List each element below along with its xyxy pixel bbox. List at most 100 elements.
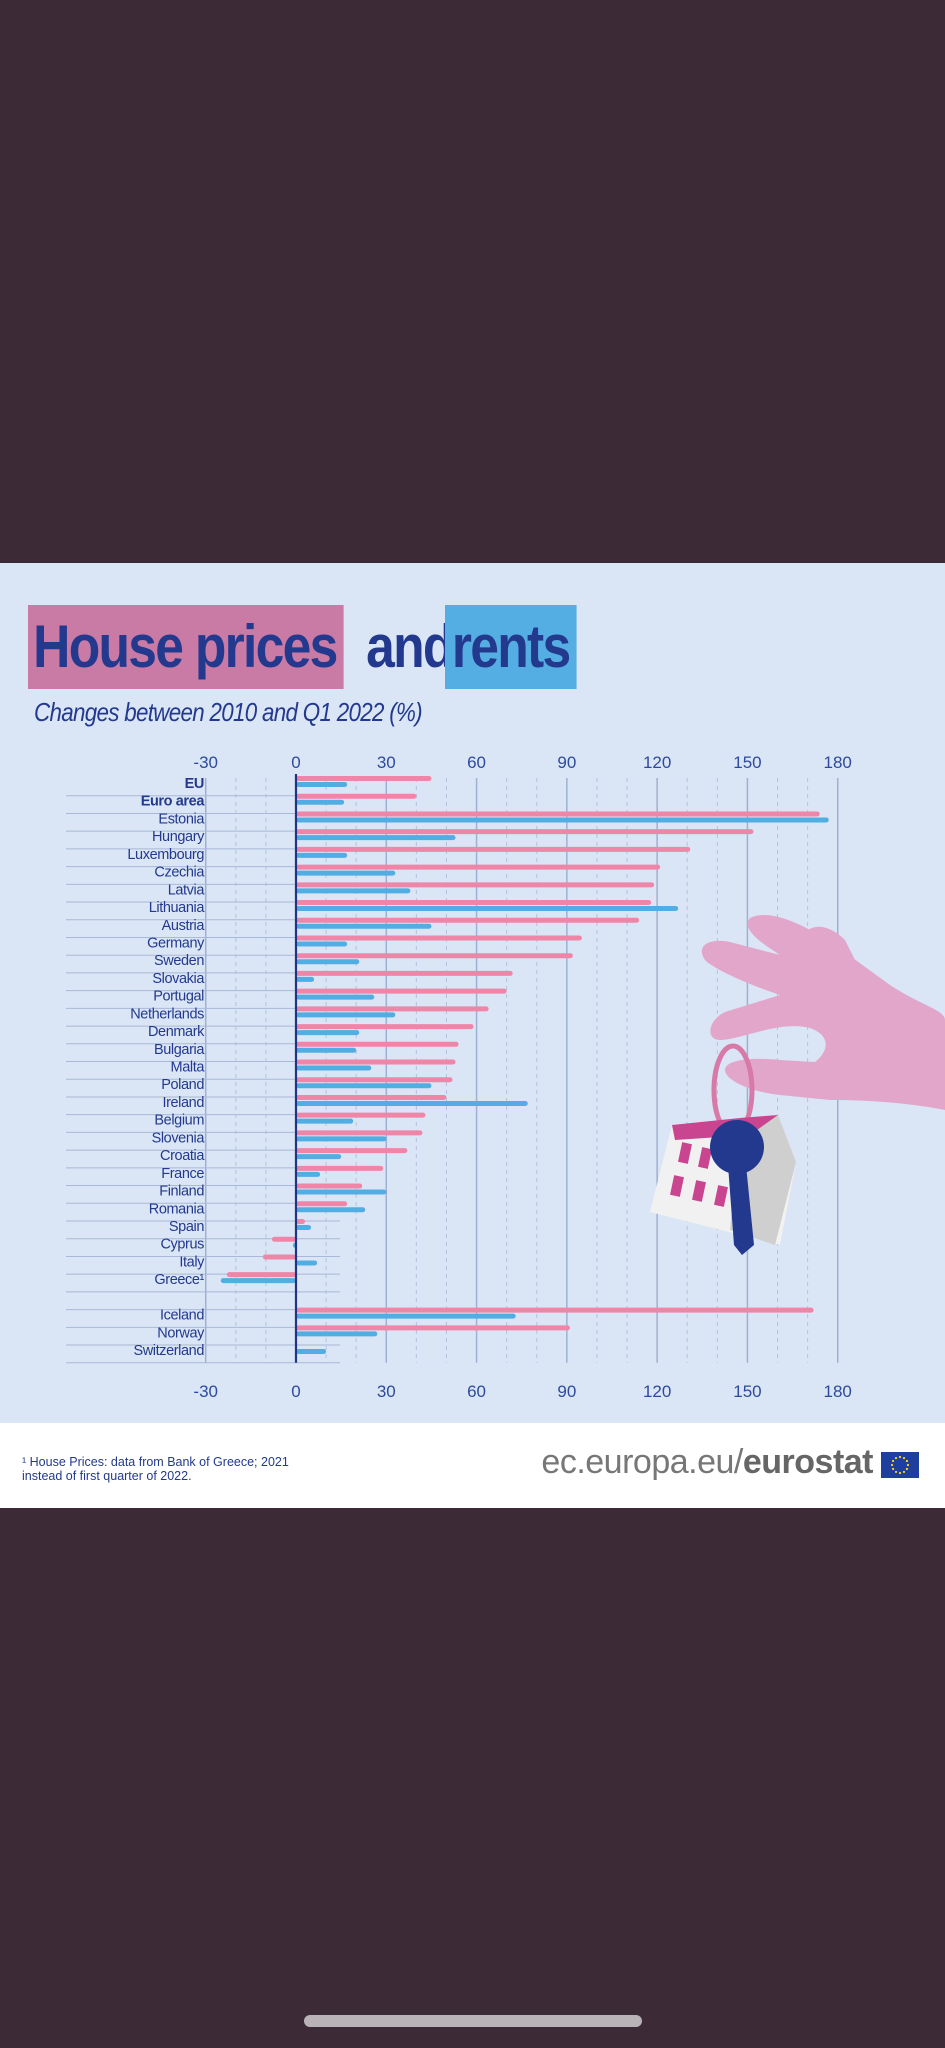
title-rents: rents [445,605,577,689]
category-label: Malta [171,1060,206,1076]
category-label: Iceland [160,1308,204,1324]
category-label: Euro area [141,794,206,810]
eurostat-link[interactable]: ec.europa.eu/eurostat [541,1443,873,1482]
category-label: Ireland [162,1095,204,1111]
chart-title-rents-wrap: rents [445,605,598,689]
category-label: Poland [161,1077,204,1093]
bar-rents [296,870,396,876]
bar-house-prices [296,864,661,870]
category-label: EU [185,776,204,792]
x-tick-label-bottom: 120 [643,1382,671,1401]
chart-subtitle: Changes between 2010 and Q1 2022 (%) [34,697,423,727]
x-tick-label-bottom: 0 [291,1382,300,1401]
x-tick-label-top: 30 [377,753,396,772]
bar-house-prices [296,1165,384,1171]
category-label: Greece¹ [154,1272,204,1288]
category-label: Portugal [153,989,204,1005]
infographic-card: House prices and rents Changes between 2… [0,563,945,1508]
bar-house-prices [296,917,640,923]
bar-rents [296,906,679,912]
home-indicator[interactable] [304,2015,642,2027]
bar-rents [296,1260,318,1266]
bar-rents [296,994,375,1000]
category-label: Austria [162,918,206,934]
bar-rents [296,976,315,982]
category-label: Cyprus [160,1237,204,1253]
flag-star [894,1470,898,1474]
bar-house-prices [296,1094,447,1100]
category-label: Belgium [154,1113,204,1129]
flag-star [898,1471,902,1475]
bar-house-prices [296,900,652,906]
bar-house-prices [296,882,655,888]
brand-name: eurostat [742,1443,874,1481]
x-tick-label-bottom: 90 [557,1382,576,1401]
footnote: ¹ House Prices: data from Bank of Greece… [22,1455,362,1483]
bar-house-prices [296,1041,459,1047]
brand-prefix: ec.europa.eu/ [541,1443,743,1481]
bar-chart: -30 -30 0 0 30 30 60 60 90 90 120 120 150 150 180 180 EU… [66,753,852,1401]
bar-rents [296,835,456,841]
bar-rents [296,1171,321,1177]
bar-house-prices [296,935,582,941]
bar-house-prices [296,776,432,781]
bar-house-prices [296,793,417,799]
bar-house-prices [271,1236,296,1242]
bar-rents [296,799,345,805]
bar-rents [296,941,348,947]
bar-rents [296,1065,372,1071]
category-label: Latvia [168,882,206,898]
bar-rents [296,817,829,823]
category-label: Luxembourg [127,847,204,863]
hand-holding-house-keychain-icon [650,915,945,1255]
x-tick-label-bottom: 180 [824,1382,852,1401]
x-tick-label-top: 90 [557,753,576,772]
x-tick-label-bottom: -30 [193,1382,218,1401]
x-tick-label-bottom: 60 [467,1382,486,1401]
flag-star [905,1459,909,1463]
chart-title: House prices [28,605,395,689]
bar-house-prices [226,1272,296,1278]
bar-rents [296,1331,378,1337]
category-label: Netherlands [130,1006,204,1022]
x-tick-label-top: 60 [467,753,486,772]
category-label: Norway [157,1325,205,1341]
footnote-line-2: instead of first quarter of 2022. [22,1469,192,1483]
category-label: Lithuania [149,900,206,916]
bar-rents [296,1313,516,1319]
x-tick-label-top: 120 [643,753,671,772]
bar-rents [296,1189,387,1195]
bar-rents [296,782,348,787]
bar-house-prices [296,1183,363,1189]
bar-house-prices [296,1077,453,1083]
category-label: Finland [159,1184,204,1200]
bar-rents [220,1278,296,1284]
bar-rents [296,1100,528,1106]
bar-rents [296,1225,312,1230]
bar-house-prices [296,1006,489,1012]
bar-rents [296,959,360,965]
category-label: Slovenia [152,1130,206,1146]
bar-rents [296,1207,366,1213]
category-label: Czechia [154,865,205,881]
bar-rents [296,888,411,894]
bar-house-prices [296,846,691,852]
bar-rents [296,852,348,858]
bar-house-prices [296,829,754,835]
bar-rents [296,1047,357,1053]
bar-house-prices [296,1112,426,1118]
title-and: and [366,613,454,680]
bar-house-prices [296,1059,456,1065]
bar-rents [296,1030,360,1036]
category-label: Estonia [158,811,205,827]
category-label: Switzerland [133,1343,204,1359]
category-label: Slovakia [152,971,205,987]
flag-star [891,1467,895,1471]
category-label: Spain [169,1219,204,1235]
flag-star [905,1467,909,1471]
bar-house-prices [296,1130,423,1136]
category-label: Italy [179,1254,205,1270]
flag-star [890,1463,894,1467]
x-tick-label-bottom: 150 [733,1382,761,1401]
x-tick-label-top: 0 [291,753,300,772]
